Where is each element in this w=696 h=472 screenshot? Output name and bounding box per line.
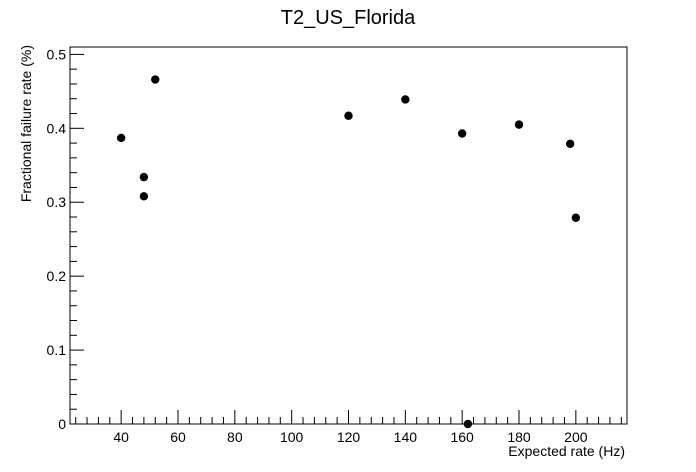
data-point xyxy=(514,120,524,129)
y-axis: 0 0.1 0.2 0.3 0.4 0.5 xyxy=(47,46,84,432)
plot-frame xyxy=(69,46,628,425)
data-points xyxy=(116,75,581,429)
y-tick-label: 0.5 xyxy=(47,46,67,62)
data-point xyxy=(401,95,410,104)
x-tick-label: 100 xyxy=(280,429,304,445)
data-point xyxy=(344,111,353,120)
y-tick-label: 0.4 xyxy=(47,120,67,136)
data-point xyxy=(151,75,160,84)
x-tick-label: 80 xyxy=(227,429,243,445)
y-tick-label: 0 xyxy=(58,416,66,432)
x-axis: 40 60 80 100 120 140 160 180 200 xyxy=(75,410,622,445)
y-axis-label: Fractional failure rate (%) xyxy=(18,45,34,202)
data-point xyxy=(565,139,575,149)
x-tick-label: 160 xyxy=(450,429,474,445)
data-point xyxy=(457,129,467,138)
y-tick-label: 0.1 xyxy=(47,342,67,358)
x-tick-label: 60 xyxy=(170,429,186,445)
x-tick-label: 120 xyxy=(337,429,361,445)
x-tick-label: 200 xyxy=(564,429,588,445)
data-point xyxy=(463,419,473,429)
x-tick-label: 140 xyxy=(394,429,418,445)
x-axis-label: Expected rate (Hz) xyxy=(508,443,625,459)
x-tick-label: 40 xyxy=(113,429,129,445)
data-point xyxy=(139,192,149,201)
data-point xyxy=(571,213,581,222)
data-point xyxy=(139,172,149,182)
x-tick-label: 180 xyxy=(507,429,531,445)
data-point xyxy=(116,133,126,143)
y-tick-label: 0.3 xyxy=(47,194,67,210)
y-tick-label: 0.2 xyxy=(47,268,67,284)
chart-title: T2_US_Florida xyxy=(281,7,416,29)
